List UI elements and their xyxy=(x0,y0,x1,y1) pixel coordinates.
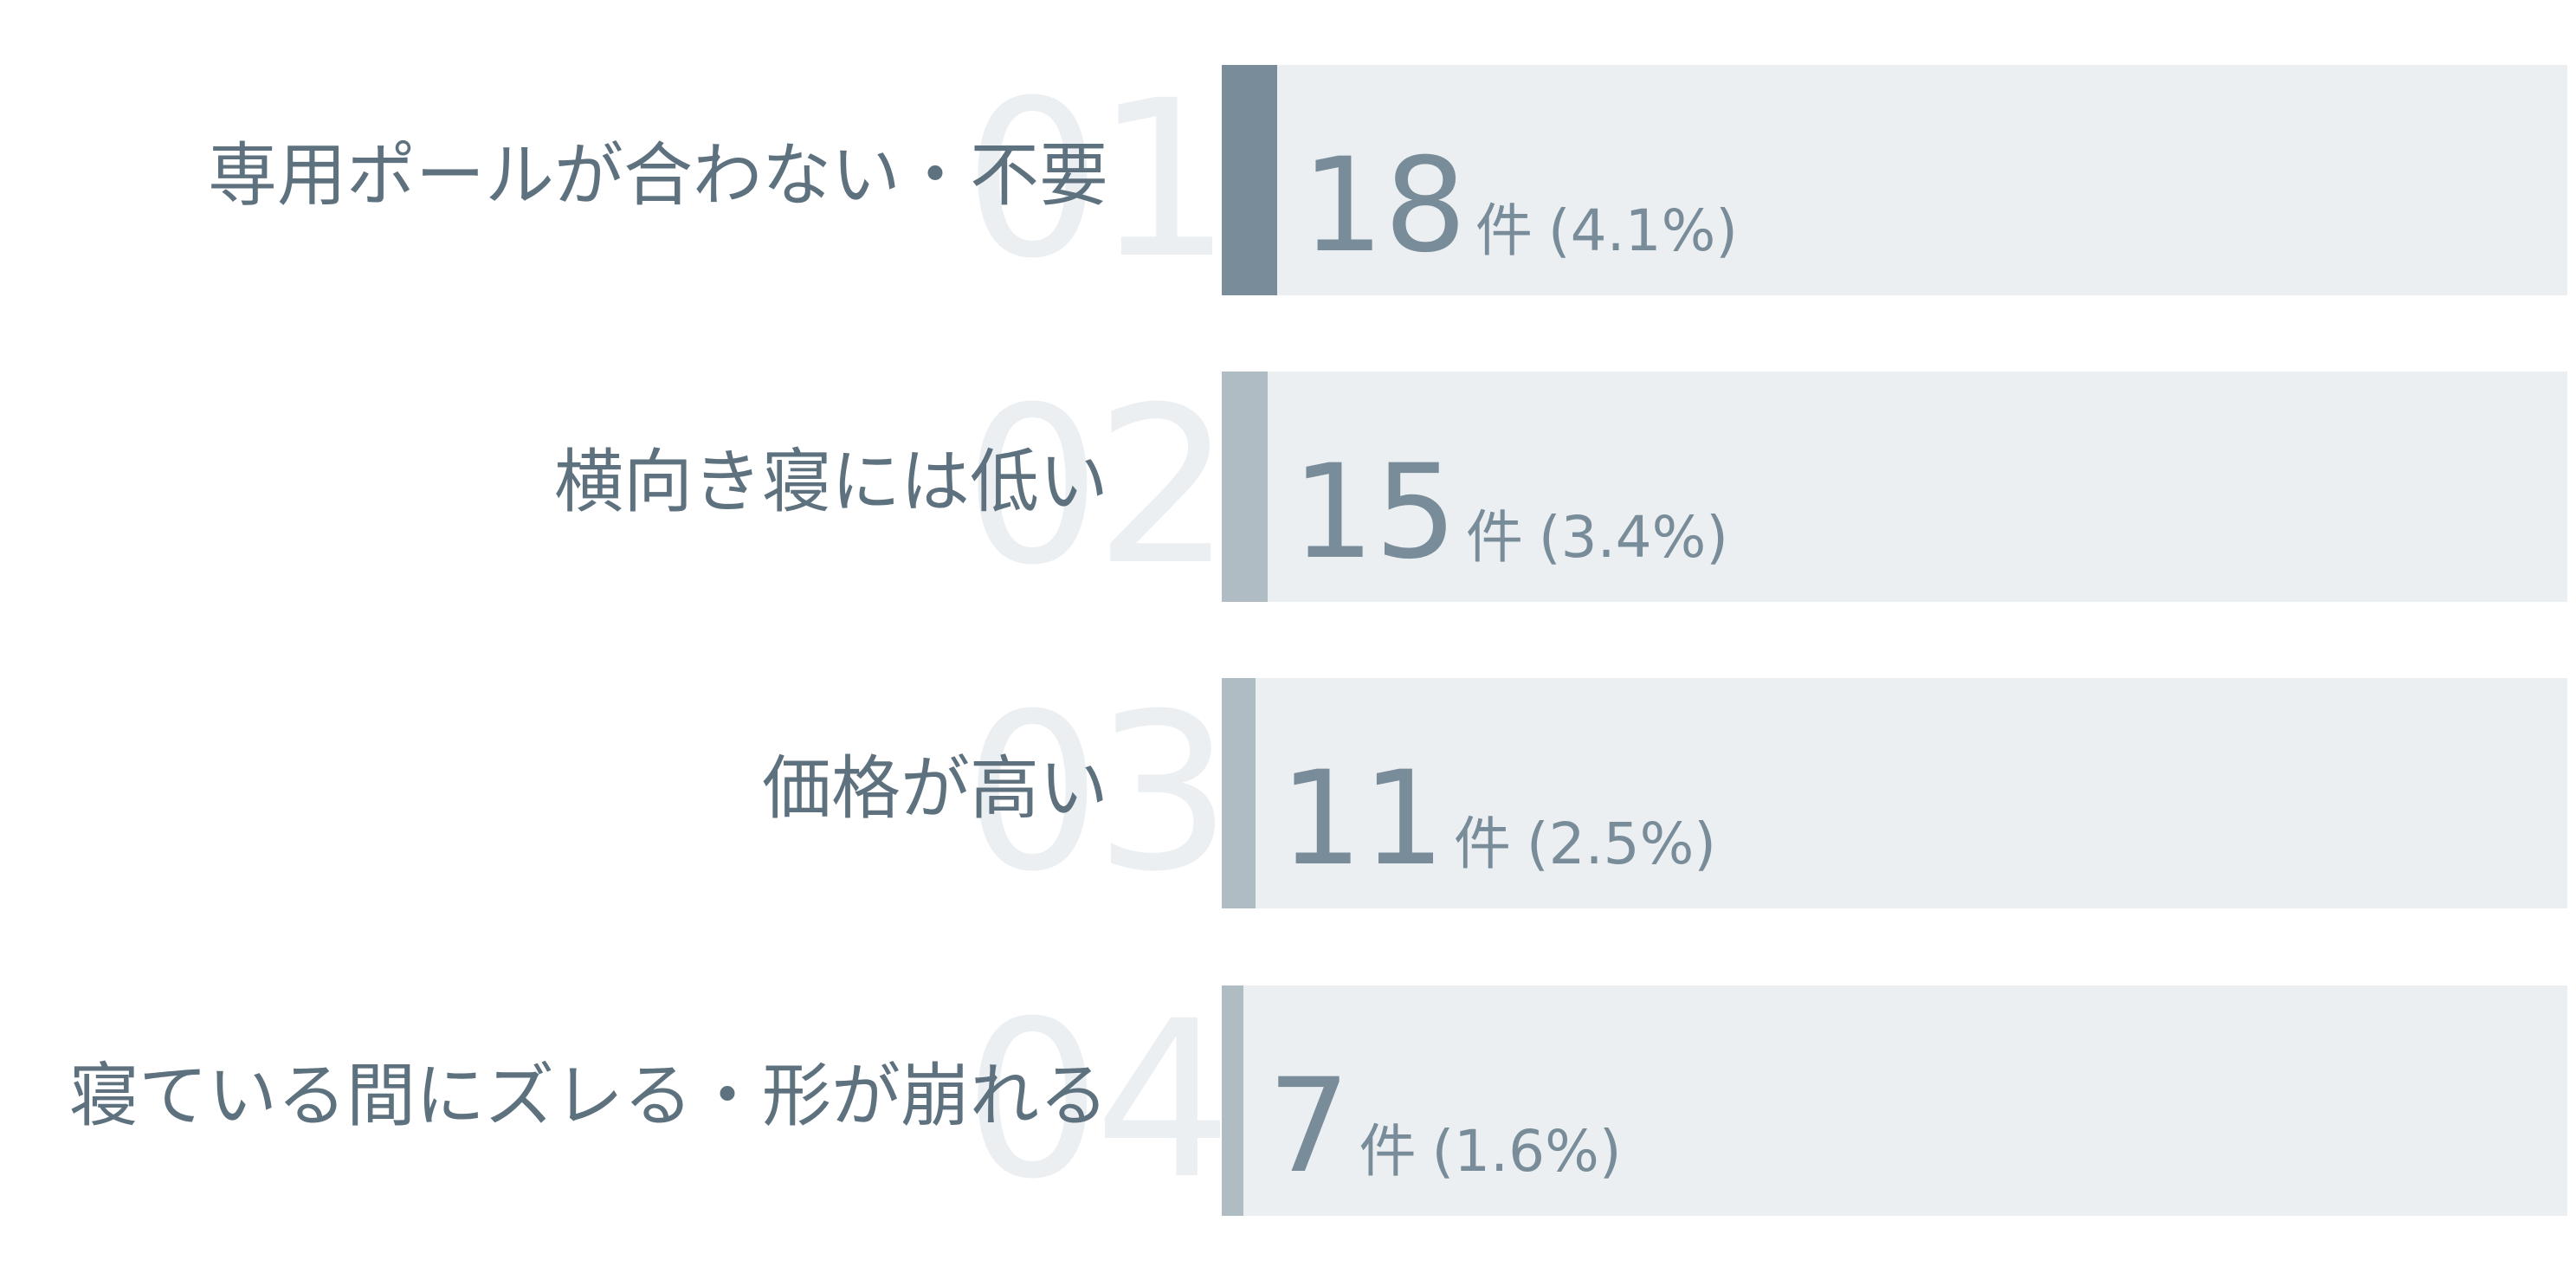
count-value-4: 7 xyxy=(1268,1051,1351,1202)
rank-number-4: 04 xyxy=(963,974,1232,1226)
bar-track-2: 15 件 (3.4%) xyxy=(1222,372,2567,602)
percentage-value-1: (4.1%) xyxy=(1547,197,1739,264)
value-label-2: 15 件 (3.4%) xyxy=(1292,448,1728,578)
rank-number-3: 03 xyxy=(963,667,1232,919)
percentage-value-2: (3.4%) xyxy=(1538,504,1729,571)
count-unit-3: 件 xyxy=(1453,811,1511,877)
bar-track-3: 11 件 (2.5%) xyxy=(1222,678,2567,908)
value-label-3: 11 件 (2.5%) xyxy=(1280,754,1716,884)
rank-number-2: 02 xyxy=(963,360,1232,612)
rank-number-1: 01 xyxy=(963,54,1232,306)
percentage-value-4: (1.6%) xyxy=(1431,1118,1622,1185)
bar-fill-4 xyxy=(1222,985,1243,1216)
category-label-1: 専用ポールが合わない・不要 xyxy=(208,135,1108,216)
count-unit-1: 件 xyxy=(1475,197,1533,264)
bar-fill-3 xyxy=(1222,678,1256,908)
bar-fill-2 xyxy=(1222,372,1268,602)
bar-fill-1 xyxy=(1222,65,1277,295)
count-value-1: 18 xyxy=(1301,131,1467,281)
bar-row-2: 02 横向き寝には低い 15 件 (3.4%) xyxy=(0,372,2576,602)
category-label-2: 横向き寝には低い xyxy=(554,442,1108,523)
category-label-3: 価格が高い xyxy=(762,748,1108,830)
count-unit-2: 件 xyxy=(1465,504,1523,571)
bar-track-1: 18 件 (4.1%) xyxy=(1222,65,2567,295)
bar-row-4: 04 寝ている間にズレる・形が崩れる 7 件 (1.6%) xyxy=(0,985,2576,1216)
value-label-4: 7 件 (1.6%) xyxy=(1268,1062,1622,1192)
value-label-1: 18 件 (4.1%) xyxy=(1301,141,1738,271)
count-value-2: 15 xyxy=(1292,437,1457,588)
category-label-4: 寝ている間にズレる・形が崩れる xyxy=(69,1056,1108,1137)
bar-row-1: 01 専用ポールが合わない・不要 18 件 (4.1%) xyxy=(0,65,2576,295)
bar-row-3: 03 価格が高い 11 件 (2.5%) xyxy=(0,678,2576,908)
count-unit-4: 件 xyxy=(1359,1118,1417,1185)
percentage-value-3: (2.5%) xyxy=(1526,811,1717,877)
count-value-3: 11 xyxy=(1280,744,1445,895)
bar-track-4: 7 件 (1.6%) xyxy=(1222,985,2567,1216)
